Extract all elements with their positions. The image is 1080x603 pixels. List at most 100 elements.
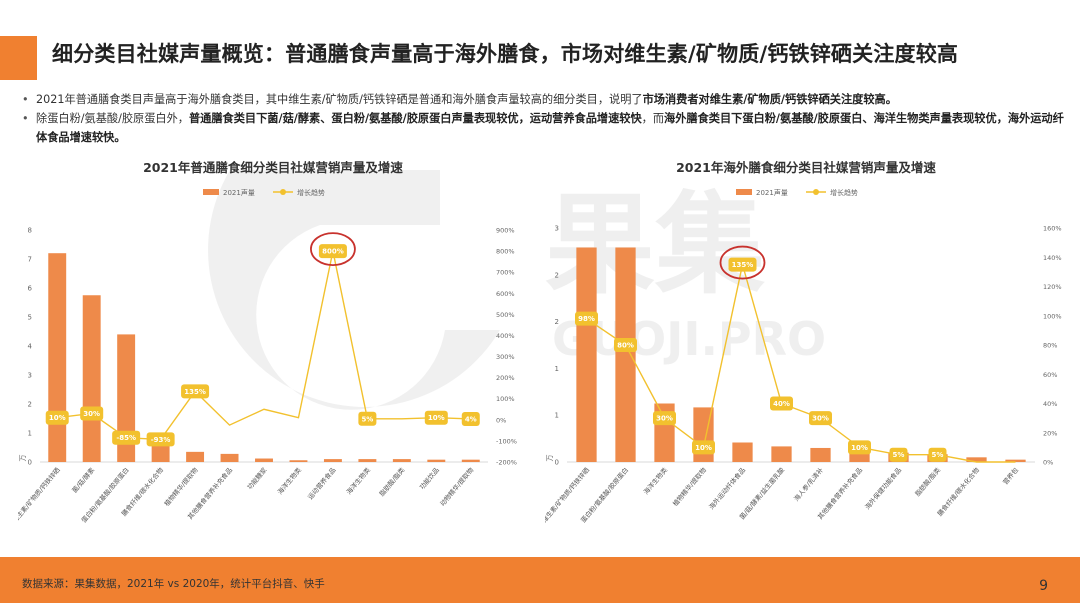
y2-tick-label: 140% (1043, 254, 1062, 262)
bar (186, 451, 205, 462)
y2-tick-label: 200% (496, 374, 515, 382)
data-label-text: 30% (83, 410, 100, 418)
data-label-box (575, 311, 598, 326)
data-label-text: 10% (695, 444, 712, 452)
data-label-text: 800% (322, 248, 344, 256)
data-label: 5% (358, 411, 377, 426)
y-tick-label: 3 (555, 225, 559, 233)
y-tick-label: 1 (28, 430, 32, 438)
data-label-box (318, 244, 347, 259)
data-label: 135% (728, 257, 757, 272)
y2-tick-label: 600% (496, 290, 515, 298)
bar (461, 459, 480, 462)
y2-tick-label: 80% (1043, 342, 1057, 350)
data-label-box (45, 410, 69, 425)
y2-tick-label: -100% (496, 437, 517, 445)
y2-tick-label: 0% (496, 416, 506, 424)
data-label-text: 5% (893, 451, 905, 459)
y2-tick-label: 60% (1043, 371, 1057, 379)
chart-title: 2021年普通膳食细分类目社媒营销声量及增速 (143, 160, 403, 175)
y-tick-label: 2 (555, 271, 559, 279)
data-label-box (728, 257, 757, 272)
x-tick-label: 运动营养食品 (305, 466, 337, 502)
chart-overseas-diet: 2021年海外膳食细分类目社媒营销声量及增速 2021声量 增长趋势 0 1 1 2 2 3 万 0… (545, 160, 1062, 524)
y2-tick-label: 120% (1043, 283, 1062, 291)
footer-bar (0, 557, 1080, 603)
bullet-text: 2021年普通膳食类目声量高于海外膳食类目，其中维生素/矿物质/钙铁锌硒是普通和… (36, 93, 643, 106)
x-tick-label: 海洋生物类 (344, 465, 372, 496)
data-label-box (653, 411, 676, 426)
bar (732, 442, 753, 462)
y-tick-label: 4 (28, 343, 33, 351)
y-tick-label: 1 (555, 412, 559, 420)
data-label-box (461, 411, 480, 426)
y2-tick-label: 40% (1043, 400, 1057, 408)
legend-marker (813, 189, 819, 195)
bullet-text: ，而 (641, 112, 665, 125)
y-tick-label: 7 (28, 256, 32, 264)
x-tick-label: 膳食纤维/碳水化合物 (935, 465, 981, 518)
data-label: 40% (770, 396, 793, 411)
data-label-box (614, 338, 637, 352)
x-tick-label: 海人参/乳清补 (792, 465, 826, 503)
bullet-bold: 普通膳食类目下菌/菇/酵素、蛋白粉/氨基酸/胶原蛋白声量表现较优，运动营养食品增… (188, 112, 642, 125)
data-label-text: -93% (151, 436, 171, 444)
x-tick-label: 脂肪酸/脂类 (913, 465, 943, 498)
x-tick-label: 菌/菇/酵素 (70, 465, 97, 494)
data-label: 5% (889, 447, 908, 462)
bar (810, 447, 831, 462)
y2-tick-label: 20% (1043, 429, 1057, 437)
data-label-text: 80% (617, 342, 634, 350)
legend-marker (280, 189, 286, 195)
data-label-text: 30% (812, 415, 829, 423)
bar (82, 295, 101, 462)
x-tick-label: 动物精华/提取物 (438, 465, 476, 508)
bar (392, 459, 411, 462)
data-label: 10% (848, 440, 871, 455)
data-label: 80% (614, 338, 637, 352)
data-label-box (358, 411, 377, 426)
y-tick-label: 0 (28, 459, 32, 467)
data-label-box (848, 440, 871, 455)
chart-legend: 2021声量 增长趋势 (203, 188, 325, 197)
data-label-box (80, 406, 104, 421)
y2-tick-label: 400% (496, 332, 515, 340)
x-tick-label: 植物精华/提取物 (162, 465, 200, 508)
legend-label: 2021声量 (223, 188, 255, 197)
data-label-text: 40% (773, 400, 790, 408)
data-label: 98% (575, 311, 598, 326)
chart-legend: 2021声量 增长趋势 (736, 188, 858, 197)
bar (966, 457, 987, 462)
bar (323, 459, 342, 462)
bullet-item: 2021年普通膳食类目声量高于海外膳食类目，其中维生素/矿物质/钙铁锌硒是普通和… (22, 90, 1067, 109)
legend-bar-swatch (203, 189, 219, 195)
data-label: 800% (318, 244, 347, 259)
bullet-bold: 海外膳食类目下蛋白粉/氨基酸/胶原蛋白、海洋生物类声量表现较优，海外运动纤体食品… (36, 112, 1064, 144)
title-accent-bar (0, 36, 37, 80)
data-label-box (889, 447, 908, 462)
data-label: 30% (653, 411, 676, 426)
y2-tick-label: 160% (1043, 225, 1062, 233)
data-label: 5% (928, 447, 947, 462)
y-tick-label: 8 (28, 227, 32, 235)
data-label: 10% (45, 410, 69, 425)
data-source: 数据来源：果集数据，2021年 vs 2020年，统计平台抖音、快手 (22, 578, 325, 590)
bar (289, 460, 308, 462)
y-axis-label: 万 (546, 455, 554, 462)
data-label-text: 10% (428, 414, 445, 422)
bar (117, 334, 136, 462)
x-tick-label: 营养包 (1001, 465, 1021, 486)
legend-bar-swatch (736, 189, 752, 195)
chart-title: 2021年海外膳食细分类目社媒营销声量及增速 (676, 160, 936, 175)
bar (849, 450, 870, 462)
y2-tick-label: -200% (496, 459, 517, 467)
data-label: -93% (146, 432, 175, 447)
data-label: 30% (80, 406, 104, 421)
x-tick-label: 功能饮品 (417, 466, 441, 492)
chart-general-diet: 2021年普通膳食细分类目社媒营销声量及增速 2021声量 增长趋势 0 1 2 3 4 5 6 7… (18, 160, 517, 524)
data-label-box (424, 410, 448, 425)
data-label-box (146, 432, 175, 447)
y2-tick-label: 800% (496, 248, 515, 256)
data-label-text: 10% (851, 444, 868, 452)
y-tick-label: 2 (555, 318, 559, 326)
